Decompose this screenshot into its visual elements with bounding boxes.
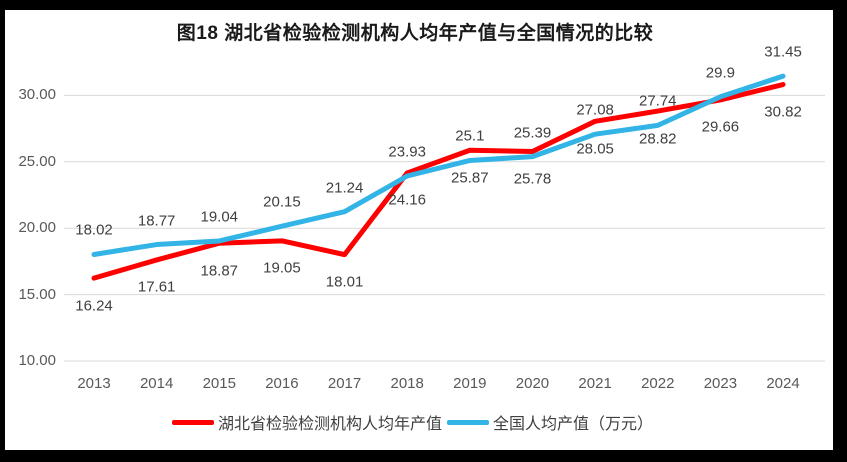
series-line-national [91,73,786,257]
x-tick-label: 2015 [202,375,236,392]
x-tick-label: 2017 [327,375,362,392]
legend-label: 湖北省检验检测机构人均年产值 [218,416,443,433]
y-tick-label: 20.00 [18,219,56,237]
data-label: 21.24 [325,179,364,197]
data-label: 25.78 [513,170,552,188]
data-label: 16.24 [75,297,113,315]
legend-item-national: 全国人均产值（万元） [447,410,653,434]
data-label: 27.08 [576,101,614,119]
data-label: 17.61 [137,278,176,296]
x-tick-label: 2023 [703,375,738,392]
data-label: 27.74 [638,92,677,110]
chart-legend: 湖北省检验检测机构人均年产值 全国人均产值（万元） [172,411,658,433]
x-tick-label: 2013 [77,375,111,392]
y-tick-label: 15.00 [18,285,56,303]
x-tick-label: 2018 [390,375,424,392]
x-tick-label: 2024 [766,375,800,392]
y-tick-label: 10.00 [18,352,56,369]
x-tick-label: 2019 [453,375,487,392]
chart-title: 图18 湖北省检验检测机构人均年产值与全国情况的比较 [176,23,654,44]
data-label: 29.9 [705,64,735,82]
data-label: 30.82 [764,103,802,121]
data-label: 28.05 [576,140,614,158]
x-tick-label: 2022 [641,375,675,392]
data-label: 18.87 [200,262,239,280]
data-label: 31.45 [764,43,802,61]
x-tick-label: 2020 [515,375,550,392]
data-label: 24.16 [388,191,426,209]
data-label: 25.1 [455,127,485,145]
y-tick-label: 25.00 [18,152,56,170]
data-label: 18.77 [137,212,176,230]
legend-line-swatch [172,419,214,425]
legend-line-swatch [447,419,490,425]
data-label: 29.66 [701,118,740,136]
legend-item-hubei: 湖北省检验检测机构人均年产值 [172,410,442,434]
data-label: 25.87 [451,169,489,187]
y-tick-label: 30.00 [18,86,56,104]
data-label: 28.82 [638,130,677,148]
data-label: 18.01 [325,273,364,291]
data-label: 19.05 [263,259,301,277]
x-tick-label: 2014 [139,375,174,392]
x-tick-label: 2021 [578,375,612,392]
data-label: 20.15 [263,193,301,211]
x-tick-label: 2016 [265,375,299,392]
data-label: 23.93 [388,143,426,161]
data-label: 19.04 [200,208,239,226]
data-label: 25.39 [513,124,552,142]
legend-label: 全国人均产值（万元） [493,416,654,433]
data-label: 18.02 [75,221,113,239]
series-line-hubei [91,82,786,281]
